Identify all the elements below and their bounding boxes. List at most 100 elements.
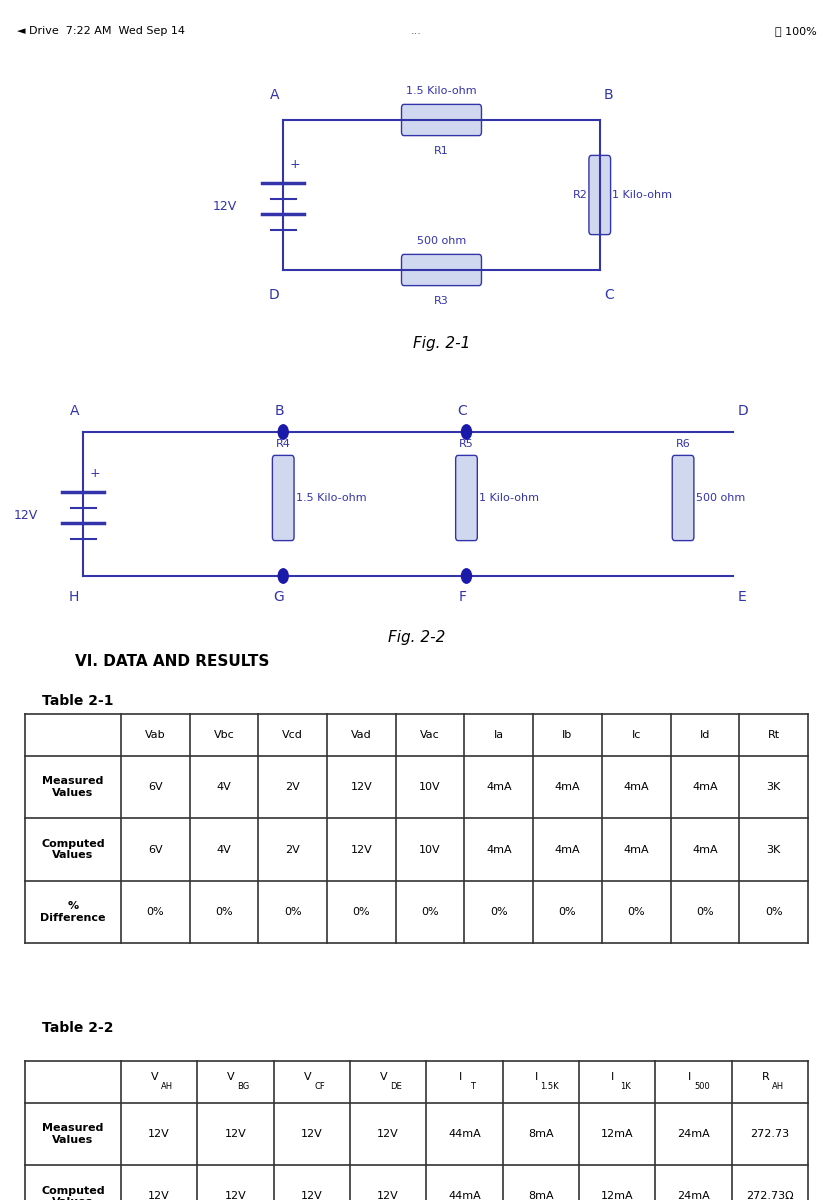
- Text: 0%: 0%: [352, 907, 370, 917]
- Text: 4mA: 4mA: [486, 845, 511, 854]
- Text: H: H: [69, 590, 79, 605]
- Text: Vac: Vac: [420, 730, 440, 740]
- Text: DE: DE: [391, 1082, 402, 1091]
- Text: 44mA: 44mA: [448, 1129, 481, 1139]
- Text: R5: R5: [459, 439, 474, 449]
- Text: 12mA: 12mA: [601, 1129, 633, 1139]
- Text: 12V: 12V: [148, 1129, 170, 1139]
- Text: D: D: [268, 288, 279, 302]
- Text: Id: Id: [700, 730, 710, 740]
- Text: 6V: 6V: [147, 782, 162, 792]
- Text: V: V: [380, 1072, 387, 1082]
- Text: 6V: 6V: [147, 845, 162, 854]
- Text: R2: R2: [572, 190, 587, 200]
- Text: 1.5 Kilo-ohm: 1.5 Kilo-ohm: [296, 493, 367, 503]
- Text: 3K: 3K: [766, 845, 781, 854]
- Text: 0%: 0%: [215, 907, 232, 917]
- Text: C: C: [604, 288, 614, 302]
- Text: R3: R3: [434, 296, 449, 306]
- Text: R4: R4: [276, 439, 291, 449]
- Text: 4mA: 4mA: [692, 782, 718, 792]
- Text: G: G: [274, 590, 284, 605]
- Text: 1 Kilo-ohm: 1 Kilo-ohm: [612, 190, 672, 200]
- Text: 12V: 12V: [377, 1192, 399, 1200]
- Text: 12V: 12V: [224, 1192, 247, 1200]
- FancyBboxPatch shape: [402, 104, 481, 136]
- Text: V: V: [151, 1072, 158, 1082]
- Text: Vcd: Vcd: [282, 730, 303, 740]
- Text: 4mA: 4mA: [623, 845, 649, 854]
- Text: I: I: [535, 1072, 538, 1082]
- Text: 12V: 12V: [377, 1129, 399, 1139]
- Text: 0%: 0%: [627, 907, 645, 917]
- Text: Measured
Values: Measured Values: [42, 776, 103, 798]
- FancyBboxPatch shape: [589, 155, 611, 235]
- Text: I: I: [459, 1072, 461, 1082]
- Text: VI. DATA AND RESULTS: VI. DATA AND RESULTS: [75, 654, 269, 670]
- Text: Table 2-1: Table 2-1: [42, 694, 113, 708]
- Text: C: C: [457, 403, 467, 418]
- Text: R1: R1: [434, 146, 449, 156]
- Text: 272.73: 272.73: [751, 1129, 790, 1139]
- FancyBboxPatch shape: [402, 254, 481, 286]
- Circle shape: [461, 569, 471, 583]
- Text: 24mA: 24mA: [677, 1129, 710, 1139]
- Text: 8mA: 8mA: [528, 1192, 554, 1200]
- FancyBboxPatch shape: [272, 455, 294, 540]
- Text: I: I: [611, 1072, 615, 1082]
- Text: 500 ohm: 500 ohm: [696, 493, 745, 503]
- Text: 12V: 12V: [301, 1192, 322, 1200]
- Text: D: D: [737, 403, 748, 418]
- Text: 500: 500: [694, 1082, 710, 1091]
- Text: 4mA: 4mA: [555, 782, 581, 792]
- Text: 500 ohm: 500 ohm: [416, 236, 466, 246]
- Text: Measured
Values: Measured Values: [42, 1123, 103, 1145]
- Text: 12V: 12V: [13, 510, 37, 522]
- Text: Vab: Vab: [145, 730, 166, 740]
- Text: 2V: 2V: [285, 845, 300, 854]
- Text: 1K: 1K: [620, 1082, 631, 1091]
- Text: 10V: 10V: [419, 845, 441, 854]
- Text: Computed
Values: Computed Values: [41, 839, 105, 860]
- Text: ◄ Drive  7:22 AM  Wed Sep 14: ◄ Drive 7:22 AM Wed Sep 14: [17, 26, 185, 36]
- Text: V: V: [227, 1072, 235, 1082]
- Text: 4V: 4V: [217, 782, 232, 792]
- Text: 24mA: 24mA: [677, 1192, 710, 1200]
- Text: 4mA: 4mA: [692, 845, 718, 854]
- Text: 1.5K: 1.5K: [540, 1082, 558, 1091]
- Circle shape: [278, 569, 288, 583]
- Text: 12V: 12V: [148, 1192, 170, 1200]
- Text: 1 Kilo-ohm: 1 Kilo-ohm: [479, 493, 539, 503]
- Circle shape: [461, 425, 471, 439]
- Text: 4V: 4V: [217, 845, 232, 854]
- Text: 4mA: 4mA: [555, 845, 581, 854]
- Text: A: A: [70, 403, 79, 418]
- Text: Ic: Ic: [631, 730, 641, 740]
- Text: T: T: [470, 1082, 476, 1091]
- Text: E: E: [737, 590, 746, 605]
- Text: Rt: Rt: [767, 730, 780, 740]
- Circle shape: [278, 425, 288, 439]
- Text: %
Difference: % Difference: [40, 901, 106, 923]
- Text: 44mA: 44mA: [448, 1192, 481, 1200]
- Text: Fig. 2-1: Fig. 2-1: [413, 336, 470, 350]
- Text: R6: R6: [676, 439, 691, 449]
- Text: +: +: [290, 158, 301, 172]
- Text: 4mA: 4mA: [623, 782, 649, 792]
- Text: 12mA: 12mA: [601, 1192, 633, 1200]
- Text: 2V: 2V: [285, 782, 300, 792]
- Text: Ia: Ia: [494, 730, 504, 740]
- Text: Table 2-2: Table 2-2: [42, 1021, 113, 1036]
- Text: 0%: 0%: [696, 907, 714, 917]
- Text: 12V: 12V: [351, 845, 372, 854]
- Text: Computed
Values: Computed Values: [41, 1186, 105, 1200]
- Text: I: I: [688, 1072, 691, 1082]
- Text: 令 100%: 令 100%: [775, 26, 816, 36]
- Text: 12V: 12V: [213, 200, 237, 214]
- Text: 3K: 3K: [766, 782, 781, 792]
- Text: 8mA: 8mA: [528, 1129, 554, 1139]
- Text: 12V: 12V: [351, 782, 372, 792]
- Text: Fig. 2-2: Fig. 2-2: [388, 630, 445, 646]
- Text: AH: AH: [162, 1082, 173, 1091]
- Text: CF: CF: [315, 1082, 326, 1091]
